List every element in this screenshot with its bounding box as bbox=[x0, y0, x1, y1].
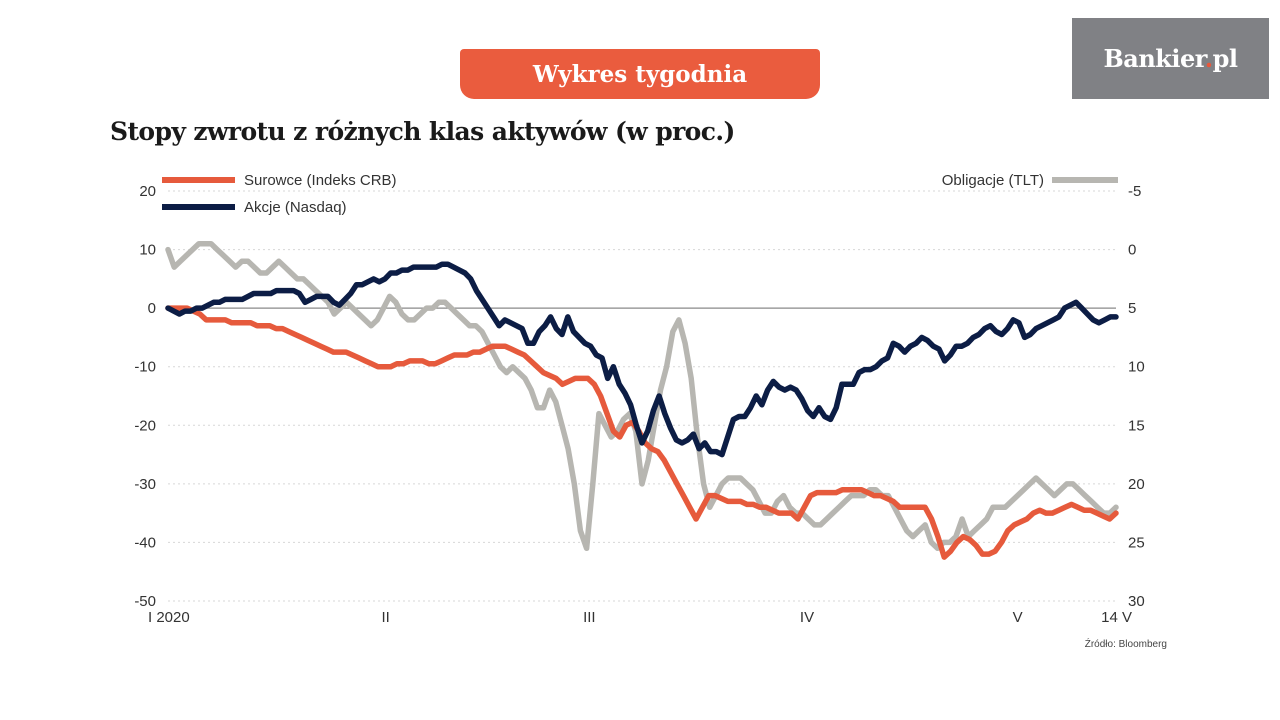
y-tick-left: -40 bbox=[134, 534, 156, 551]
legend: Surowce (Indeks CRB) Akcje (Nasdaq) Obli… bbox=[162, 172, 1118, 216]
y-tick-right: -5 bbox=[1128, 183, 1141, 200]
series-lines bbox=[165, 240, 1119, 560]
y-tick-right: 20 bbox=[1128, 476, 1145, 493]
y-tick-right: 10 bbox=[1128, 359, 1145, 376]
y-tick-left: -30 bbox=[134, 476, 156, 493]
y-tick-left: 20 bbox=[139, 183, 156, 200]
x-tick: II bbox=[382, 609, 390, 626]
banner-label: Wykres tygodnia bbox=[532, 60, 748, 88]
legend-label-akcje: Akcje (Nasdaq) bbox=[244, 199, 347, 216]
grid bbox=[168, 190, 1116, 602]
y-tick-left: -50 bbox=[134, 593, 156, 610]
series-line-akcje bbox=[165, 261, 1119, 458]
x-tick: III bbox=[583, 609, 596, 626]
x-tick: V bbox=[1013, 609, 1023, 626]
bankier-logo: Bankier.pl bbox=[1072, 18, 1269, 99]
y-axis-left: 20 10 0 -10 -20 -30 -40 -50 bbox=[134, 183, 156, 610]
x-tick: IV bbox=[800, 609, 814, 626]
legend-label-surowce: Surowce (Indeks CRB) bbox=[244, 172, 397, 189]
x-axis: I 2020 II III IV V 14 V bbox=[148, 609, 1132, 626]
y-tick-right: 0 bbox=[1128, 242, 1136, 259]
source-note: Źródło: Bloomberg bbox=[1085, 637, 1167, 650]
y-axis-right: -5 0 5 10 15 20 25 30 bbox=[1128, 183, 1145, 610]
x-tick: I 2020 bbox=[148, 609, 190, 626]
x-tick: 14 V bbox=[1101, 609, 1132, 626]
series-line-obligacje bbox=[165, 240, 1119, 552]
y-tick-right: 30 bbox=[1128, 593, 1145, 610]
y-tick-left: 0 bbox=[148, 300, 156, 317]
y-tick-left: -10 bbox=[134, 359, 156, 376]
legend-label-obligacje: Obligacje (TLT) bbox=[942, 172, 1044, 189]
y-tick-left: 10 bbox=[139, 242, 156, 259]
series-line-surowce bbox=[165, 305, 1119, 560]
banner: Wykres tygodnia bbox=[460, 49, 820, 99]
y-tick-right: 15 bbox=[1128, 417, 1145, 434]
y-tick-left: -20 bbox=[134, 417, 156, 434]
y-tick-right: 5 bbox=[1128, 300, 1136, 317]
chart-title: Stopy zwrotu z różnych klas aktywów (w p… bbox=[110, 117, 735, 146]
y-tick-right: 25 bbox=[1128, 534, 1145, 551]
logo-text: Bankier.pl bbox=[1103, 44, 1238, 73]
